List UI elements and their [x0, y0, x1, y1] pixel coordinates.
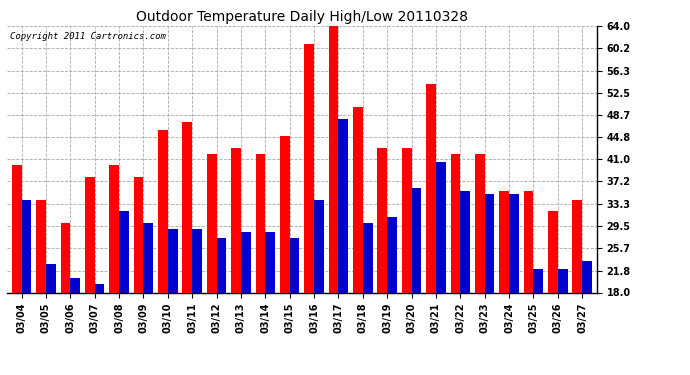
- Bar: [402, 148, 411, 375]
- Bar: [338, 119, 348, 375]
- Bar: [61, 223, 70, 375]
- Bar: [109, 165, 119, 375]
- Bar: [266, 232, 275, 375]
- Bar: [241, 232, 250, 375]
- Bar: [290, 237, 299, 375]
- Bar: [21, 200, 31, 375]
- Bar: [46, 264, 56, 375]
- Bar: [231, 148, 241, 375]
- Text: Copyright 2011 Cartronics.com: Copyright 2011 Cartronics.com: [10, 32, 166, 40]
- Bar: [193, 229, 202, 375]
- Bar: [95, 284, 104, 375]
- Bar: [134, 177, 144, 375]
- Bar: [484, 194, 495, 375]
- Bar: [217, 237, 226, 375]
- Bar: [207, 154, 217, 375]
- Bar: [255, 154, 266, 375]
- Bar: [280, 136, 290, 375]
- Bar: [460, 191, 470, 375]
- Bar: [475, 154, 484, 375]
- Bar: [573, 200, 582, 375]
- Bar: [533, 269, 543, 375]
- Bar: [582, 261, 592, 375]
- Bar: [377, 148, 387, 375]
- Bar: [558, 269, 568, 375]
- Bar: [363, 223, 373, 375]
- Bar: [353, 107, 363, 375]
- Bar: [411, 188, 422, 375]
- Bar: [182, 122, 193, 375]
- Bar: [304, 44, 314, 375]
- Bar: [426, 84, 436, 375]
- Bar: [451, 154, 460, 375]
- Bar: [436, 162, 446, 375]
- Bar: [387, 217, 397, 375]
- Bar: [85, 177, 95, 375]
- Title: Outdoor Temperature Daily High/Low 20110328: Outdoor Temperature Daily High/Low 20110…: [136, 10, 468, 24]
- Bar: [314, 200, 324, 375]
- Bar: [509, 194, 519, 375]
- Bar: [158, 130, 168, 375]
- Bar: [36, 200, 46, 375]
- Bar: [144, 223, 153, 375]
- Bar: [500, 191, 509, 375]
- Bar: [12, 165, 21, 375]
- Bar: [524, 191, 533, 375]
- Bar: [119, 211, 129, 375]
- Bar: [548, 211, 558, 375]
- Bar: [328, 26, 338, 375]
- Bar: [70, 278, 80, 375]
- Bar: [168, 229, 177, 375]
